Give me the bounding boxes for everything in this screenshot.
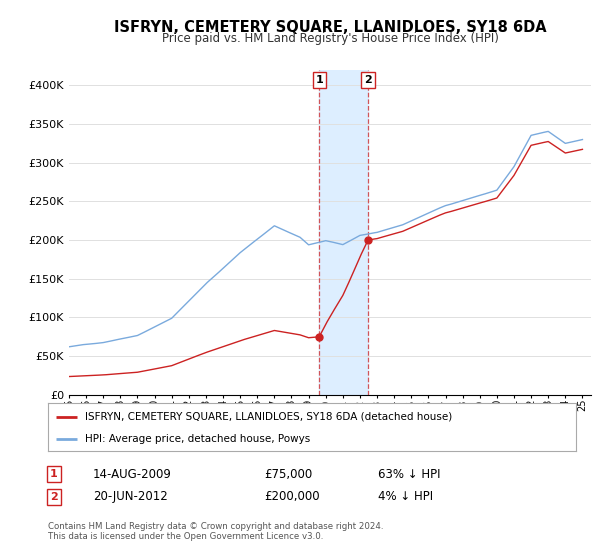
Text: ISFRYN, CEMETERY SQUARE, LLANIDLOES, SY18 6DA (detached house): ISFRYN, CEMETERY SQUARE, LLANIDLOES, SY1… <box>85 412 452 422</box>
Text: 4% ↓ HPI: 4% ↓ HPI <box>378 490 433 503</box>
Bar <box>319 70 368 395</box>
Text: 14-AUG-2009: 14-AUG-2009 <box>93 468 172 481</box>
Text: 2: 2 <box>364 75 372 85</box>
Text: £200,000: £200,000 <box>264 490 320 503</box>
Text: 1: 1 <box>50 469 58 479</box>
Text: 20-JUN-2012: 20-JUN-2012 <box>93 490 168 503</box>
Text: £75,000: £75,000 <box>264 468 312 481</box>
Text: 63% ↓ HPI: 63% ↓ HPI <box>378 468 440 481</box>
Text: HPI: Average price, detached house, Powys: HPI: Average price, detached house, Powy… <box>85 434 310 444</box>
Text: 2: 2 <box>50 492 58 502</box>
Text: 1: 1 <box>316 75 323 85</box>
Text: Price paid vs. HM Land Registry's House Price Index (HPI): Price paid vs. HM Land Registry's House … <box>161 32 499 45</box>
Text: ISFRYN, CEMETERY SQUARE, LLANIDLOES, SY18 6DA: ISFRYN, CEMETERY SQUARE, LLANIDLOES, SY1… <box>113 20 547 35</box>
Text: Contains HM Land Registry data © Crown copyright and database right 2024.
This d: Contains HM Land Registry data © Crown c… <box>48 522 383 542</box>
